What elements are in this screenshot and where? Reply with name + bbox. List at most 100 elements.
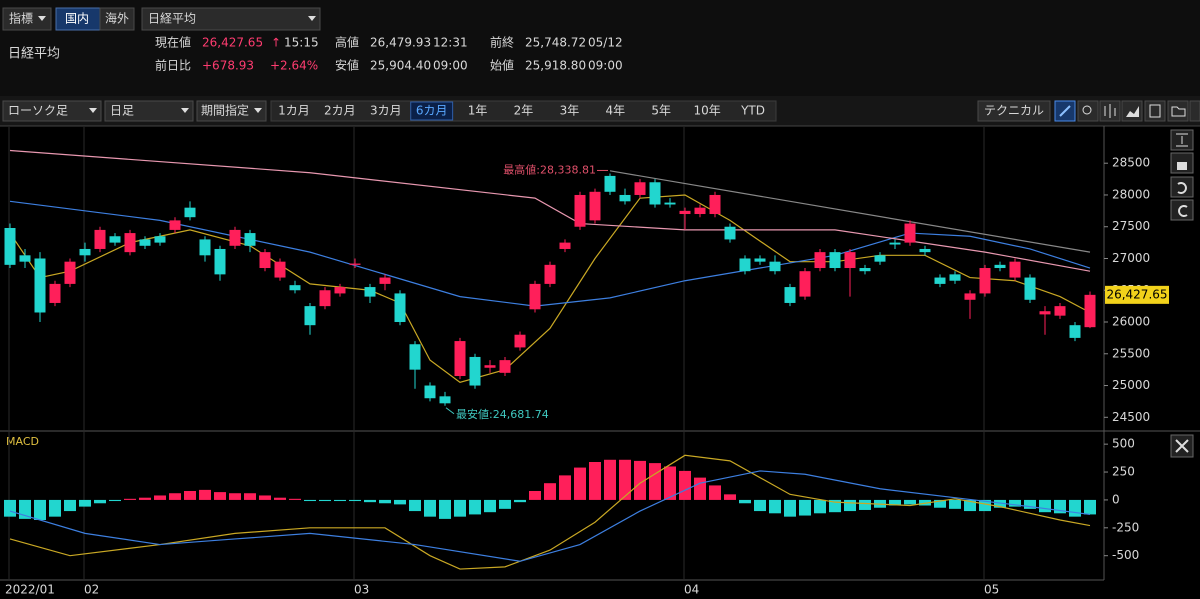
dropdown-arrow xyxy=(308,16,316,21)
candle-body xyxy=(844,252,856,269)
histogram-bar xyxy=(109,499,121,502)
compare-icon xyxy=(1104,104,1116,118)
collapse-icon xyxy=(1176,133,1188,147)
histogram-bar xyxy=(979,499,991,512)
candle-body xyxy=(409,344,421,370)
histogram-bar xyxy=(319,499,331,502)
candle-body xyxy=(394,293,406,323)
period-button[interactable]: 1カ月 xyxy=(278,104,310,118)
candle-body xyxy=(199,239,211,256)
low-marker xyxy=(445,407,455,415)
period-button[interactable]: 4年 xyxy=(605,104,625,118)
histogram-bar xyxy=(154,495,166,500)
histogram-bar xyxy=(364,499,376,503)
zoom-tool[interactable] xyxy=(1077,100,1099,122)
doc-tool[interactable] xyxy=(1144,100,1166,122)
period-button[interactable]: 1年 xyxy=(468,104,488,118)
indicator-button[interactable] xyxy=(2,7,52,31)
dropdown-arrow xyxy=(89,108,97,113)
histogram-bar xyxy=(949,499,961,509)
candle-body xyxy=(859,268,871,272)
candle-body xyxy=(259,252,271,269)
interval-label: 日足 xyxy=(110,104,134,118)
y-tick-label: 250 xyxy=(1112,465,1135,479)
histogram-bar xyxy=(484,499,496,513)
candle-body xyxy=(724,226,736,240)
candle-body xyxy=(829,252,841,269)
period-button[interactable]: YTD xyxy=(740,104,765,118)
candle-body xyxy=(1039,311,1051,315)
histogram-bar xyxy=(994,499,1006,508)
quote-label: 始値 xyxy=(490,58,514,73)
redo-icon xyxy=(1178,205,1188,217)
quote-time: 12:31 xyxy=(433,36,468,50)
interval-select[interactable] xyxy=(104,100,194,122)
candle-body xyxy=(64,261,76,284)
histogram-bar xyxy=(94,499,106,504)
candle-body xyxy=(814,252,826,269)
lock-icon xyxy=(1177,162,1187,170)
period-mode-label: 期間指定 xyxy=(201,103,249,118)
chart-type-select[interactable] xyxy=(2,100,102,122)
period-buttons: 1カ月 2カ月 3カ月 6カ月 1年 2年 3年 4年 5年 10年 YTD xyxy=(278,101,765,121)
histogram-bar xyxy=(1069,499,1081,517)
period-button[interactable]: 6カ月 xyxy=(416,104,448,118)
candle-body xyxy=(514,334,526,348)
period-button[interactable]: 3年 xyxy=(560,104,580,118)
candle-body xyxy=(1009,261,1021,278)
histogram-bar xyxy=(349,499,361,502)
candle-body xyxy=(589,191,601,221)
histogram-bar xyxy=(634,460,646,500)
settings-tool[interactable] xyxy=(1189,100,1200,122)
histogram-bar xyxy=(469,499,481,515)
histogram-bar xyxy=(649,463,661,500)
histogram-bar xyxy=(1009,499,1021,507)
candle-body xyxy=(799,271,811,297)
undo-icon xyxy=(1177,182,1187,194)
technical-button[interactable] xyxy=(977,100,1051,122)
candle-body xyxy=(79,248,91,256)
x-tick-label: 05 xyxy=(984,583,999,597)
y-tick-label: 25500 xyxy=(1112,346,1150,360)
histogram-bar xyxy=(274,497,286,500)
candle-body xyxy=(919,248,931,253)
histogram-bar xyxy=(424,499,436,517)
histogram-bar xyxy=(409,499,421,512)
histogram-bar xyxy=(799,499,811,516)
candle-body xyxy=(484,365,496,368)
candle-body xyxy=(499,360,511,373)
period-button[interactable]: 5年 xyxy=(651,104,671,118)
period-button[interactable]: 2年 xyxy=(514,104,534,118)
candle-body xyxy=(634,182,646,195)
period-button[interactable]: 10年 xyxy=(693,104,720,118)
y-tick-label: 25000 xyxy=(1112,378,1150,392)
quote-label: 前日比 xyxy=(155,58,191,73)
period-mode-select[interactable] xyxy=(196,100,267,122)
candle-body xyxy=(184,207,196,218)
redo-button[interactable] xyxy=(1170,199,1194,221)
candle-body xyxy=(424,385,436,399)
histogram-bar xyxy=(199,489,211,500)
histogram-bar xyxy=(334,499,346,502)
candle-body xyxy=(994,264,1006,269)
quote-value: 25,748.72 xyxy=(525,36,586,50)
candle-body xyxy=(139,239,151,246)
candle-body xyxy=(904,223,916,243)
close-icon xyxy=(1175,439,1189,453)
high-annotation: 最高値:28,338.81 xyxy=(503,162,596,176)
doc-icon xyxy=(1149,104,1161,118)
histogram-bar xyxy=(904,499,916,505)
histogram-bar xyxy=(439,499,451,519)
x-tick-label: 04 xyxy=(684,583,699,597)
period-button[interactable]: 3カ月 xyxy=(370,104,402,118)
undo-button[interactable] xyxy=(1170,176,1194,198)
overseas-tab[interactable] xyxy=(99,7,135,31)
low-annotation: 最安値:24,681.74 xyxy=(456,407,549,421)
histogram-bar xyxy=(34,499,46,520)
candle-body xyxy=(949,274,961,281)
symbol-select[interactable] xyxy=(141,7,321,31)
histogram-bar xyxy=(169,493,181,500)
period-button[interactable]: 2カ月 xyxy=(324,104,356,118)
candle-body xyxy=(454,341,466,377)
